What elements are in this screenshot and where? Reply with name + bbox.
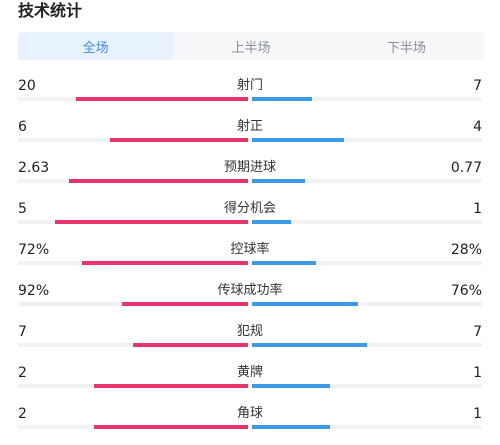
home-bar <box>68 179 248 183</box>
home-bar-track <box>18 425 248 429</box>
home-bar-track <box>18 138 248 142</box>
home-bar-track <box>18 384 248 388</box>
stat-label: 射门 <box>236 78 263 93</box>
away-value: 1 <box>473 365 482 381</box>
home-bar <box>133 343 248 347</box>
home-bar <box>110 138 248 142</box>
home-value: 20 <box>18 78 36 94</box>
away-bar <box>252 97 312 101</box>
home-bar <box>93 425 248 429</box>
away-bar-track <box>252 97 482 101</box>
away-bar-track <box>252 220 482 224</box>
away-bar <box>252 384 331 388</box>
stat-label: 控球率 <box>230 242 270 257</box>
stat-label: 传球成功率 <box>217 283 283 298</box>
away-value: 7 <box>473 324 482 340</box>
away-bar-track <box>252 384 482 388</box>
home-bar-track <box>18 220 248 224</box>
stat-label: 黄牌 <box>236 365 263 380</box>
stat-row-pass-accuracy: 92% 传球成功率 76% <box>0 282 500 322</box>
home-bar <box>54 220 248 224</box>
home-bar-track <box>18 343 248 347</box>
stat-row-big-chances: 5 得分机会 1 <box>0 200 500 240</box>
home-value: 72% <box>18 242 50 258</box>
home-bar-track <box>18 179 248 183</box>
stat-label: 得分机会 <box>223 201 276 216</box>
away-bar <box>252 261 317 265</box>
away-bar-track <box>252 302 482 306</box>
home-bar-track <box>18 302 248 306</box>
away-value: 4 <box>473 119 482 135</box>
home-bar <box>75 97 248 101</box>
home-bar-track <box>18 261 248 265</box>
away-bar-track <box>252 425 482 429</box>
period-tabs: 全场 上半场 下半场 <box>18 32 484 60</box>
away-value: 1 <box>473 201 482 217</box>
stat-label: 预期进球 <box>223 160 276 175</box>
tab-second-half[interactable]: 下半场 <box>386 40 426 56</box>
home-bar <box>82 261 248 265</box>
home-value: 2 <box>18 406 27 422</box>
stat-label: 角球 <box>236 406 263 421</box>
stat-row-corners: 2 角球 1 <box>0 405 500 445</box>
home-value: 2 <box>18 365 27 381</box>
away-bar <box>252 343 367 347</box>
home-value: 92% <box>18 283 50 299</box>
away-value: 1 <box>473 406 482 422</box>
away-value: 0.77 <box>450 160 482 176</box>
away-value: 7 <box>473 78 482 94</box>
stat-row-yellow-cards: 2 黄牌 1 <box>0 364 500 404</box>
away-bar <box>252 220 292 224</box>
away-bar <box>252 179 305 183</box>
home-bar <box>93 384 248 388</box>
stat-label: 犯规 <box>236 324 263 339</box>
page-title: 技术统计 <box>18 1 83 20</box>
home-value: 6 <box>18 119 27 135</box>
away-bar-track <box>252 179 482 183</box>
away-bar <box>252 302 358 306</box>
away-value: 76% <box>450 283 482 299</box>
stat-row-shots: 20 射门 7 <box>0 77 500 117</box>
stat-row-shots-on-target: 6 射正 4 <box>0 118 500 158</box>
away-bar-track <box>252 343 482 347</box>
away-bar <box>252 425 331 429</box>
home-bar-track <box>18 97 248 101</box>
away-value: 28% <box>450 242 482 258</box>
home-value: 7 <box>18 324 27 340</box>
stat-row-xg: 2.63 预期进球 0.77 <box>0 159 500 199</box>
away-bar-track <box>252 138 482 142</box>
stat-row-possession: 72% 控球率 28% <box>0 241 500 281</box>
stat-row-fouls: 7 犯规 7 <box>0 323 500 363</box>
stat-label: 射正 <box>236 119 263 134</box>
away-bar <box>252 138 344 142</box>
tab-full-match[interactable]: 全场 <box>18 32 174 60</box>
away-bar-track <box>252 261 482 265</box>
home-value: 2.63 <box>18 160 50 176</box>
home-value: 5 <box>18 201 27 217</box>
tab-first-half[interactable]: 上半场 <box>231 40 271 56</box>
home-bar <box>121 302 248 306</box>
